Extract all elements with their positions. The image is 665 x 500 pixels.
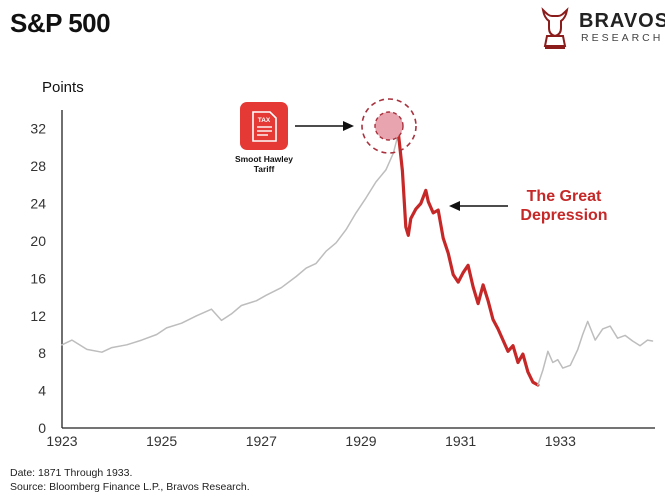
peak-marker-outer-ring [361, 98, 417, 154]
page-title: S&P 500 [10, 8, 111, 38]
tax-document-icon [240, 102, 288, 150]
brand-name: BRAVOS [579, 10, 665, 32]
tariff-label-line2: Tariff [254, 164, 275, 174]
x-tick-label: 1933 [545, 433, 576, 449]
x-tick-label: 1925 [146, 433, 177, 449]
y-tick-label: 20 [30, 233, 46, 249]
tariff-annotation: TAX Smoot Hawley Tariff [235, 102, 293, 174]
source-note: Source: Bloomberg Finance L.P., Bravos R… [10, 481, 250, 493]
chart-series [61, 131, 654, 387]
y-tick-label: 0 [38, 420, 46, 436]
depression-label-line1: The Great [527, 188, 602, 205]
x-tick-label: 1927 [246, 433, 277, 449]
x-tick-label: 1931 [445, 433, 476, 449]
y-tick-label: 12 [30, 308, 46, 324]
x-tick-labels: 1923 1925 1927 1929 1931 1933 [46, 433, 576, 449]
y-tick-label: 24 [30, 196, 46, 212]
tariff-label-line1: Smoot Hawley [235, 154, 293, 164]
x-tick-label: 1929 [345, 433, 376, 449]
tariff-arrow-head [343, 121, 354, 131]
series-line [61, 132, 400, 353]
y-tick-label: 32 [30, 121, 46, 137]
chart-axes [61, 110, 655, 429]
tax-icon-text: TAX [258, 117, 271, 124]
depression-label-line2: Depression [520, 207, 607, 224]
brand-subtitle: RESEARCH [581, 32, 664, 44]
tax-document-shape [252, 111, 277, 142]
footer-notes: Date: 1871 Through 1933. Source: Bloombe… [10, 466, 250, 494]
depression-arrow [449, 201, 508, 211]
y-tick-label: 16 [30, 270, 46, 286]
series-line-depression [396, 131, 540, 387]
bull-logo-icon [541, 7, 569, 49]
y-tick-labels: 0 4 8 12 16 20 24 28 32 [30, 121, 46, 436]
brand-logo: BRAVOS RESEARCH [535, 4, 665, 50]
tariff-arrow [295, 121, 354, 131]
y-tick-label: 28 [30, 158, 46, 174]
depression-arrow-head [449, 201, 460, 211]
peak-marker-inner-dot [374, 111, 404, 141]
y-tick-label: 8 [38, 345, 46, 361]
y-tick-label: 4 [38, 383, 46, 399]
y-axis-label: Points [42, 79, 84, 96]
date-note: Date: 1871 Through 1933. [10, 467, 133, 479]
x-tick-label: 1923 [46, 433, 77, 449]
series-line [537, 320, 654, 386]
